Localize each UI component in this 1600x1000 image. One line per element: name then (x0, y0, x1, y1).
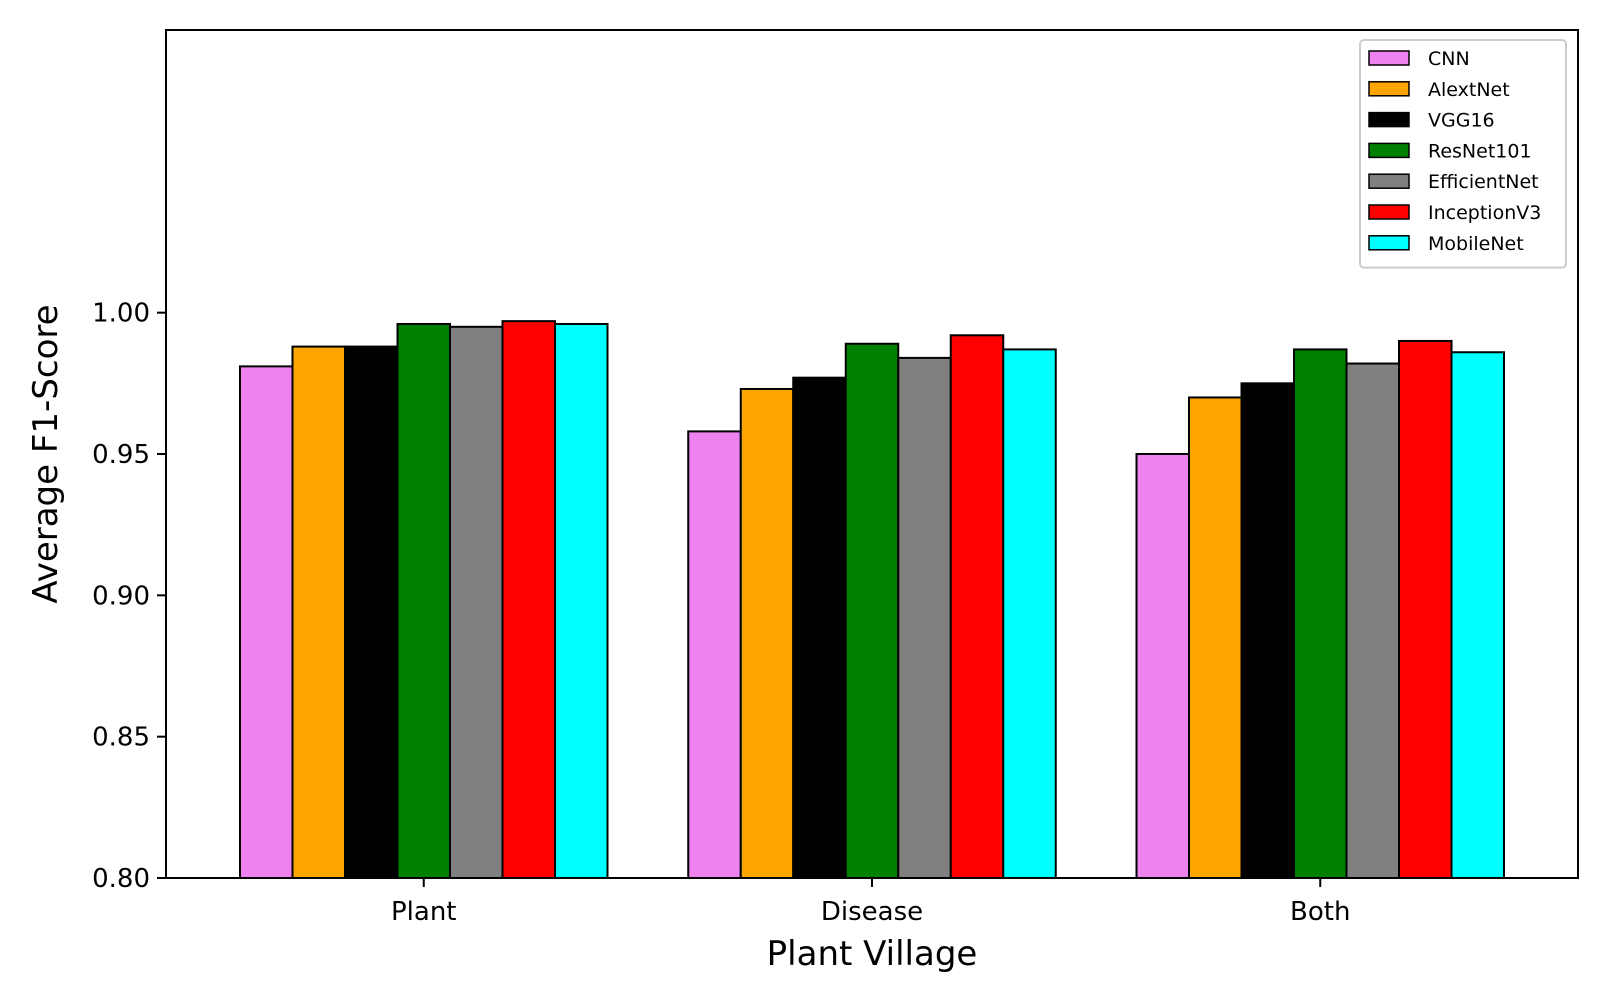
legend-swatch-resnet101 (1368, 142, 1410, 159)
bar-inceptionv3-plant (501, 320, 556, 879)
y-tick-label: 0.90 (92, 581, 150, 611)
bar-alextnet-both (1188, 396, 1243, 879)
bar-vgg16-plant (343, 345, 399, 879)
bar-resnet101-disease (844, 342, 900, 879)
bar-cnn-disease (687, 430, 742, 879)
bar-inceptionv3-both (1398, 339, 1453, 879)
x-axis: Plant Disease Both (391, 878, 1350, 927)
bar-alextnet-disease (739, 387, 795, 879)
x-tick-label: Plant (391, 897, 457, 927)
bar-mobilenet-plant (553, 322, 609, 879)
legend-label-mobilenet: MobileNet (1428, 233, 1524, 255)
bar-efficientnet-plant (448, 325, 504, 879)
bar-efficientnet-both (1345, 362, 1401, 879)
bar-inceptionv3-disease (949, 334, 1005, 879)
legend-label-inceptionv3: InceptionV3 (1428, 202, 1541, 224)
legend-swatch-mobilenet (1368, 235, 1410, 251)
x-axis-title: Plant Village (767, 934, 978, 974)
bar-alextnet-plant (291, 345, 346, 879)
y-axis-title: Average F1-Score (26, 304, 66, 603)
legend-swatch-inceptionv3 (1368, 204, 1410, 220)
y-tick-label: 0.85 (92, 723, 150, 753)
legend-label-alextnet: AlextNet (1428, 79, 1510, 101)
bar-efficientnet-disease (897, 356, 952, 880)
legend-swatch-vgg16 (1368, 111, 1410, 128)
bar-mobilenet-disease (1002, 348, 1057, 879)
legend-label-resnet101: ResNet101 (1428, 140, 1532, 162)
legend-swatch-alextnet (1368, 81, 1410, 97)
y-tick-label: 1.00 (92, 299, 150, 329)
bar-vgg16-disease (792, 376, 847, 879)
y-axis: 0.80 0.85 0.90 0.95 1.00 (92, 299, 166, 894)
legend-swatch-efficientnet (1368, 173, 1410, 189)
x-tick-label: Disease (821, 897, 923, 927)
legend-swatch-cnn (1368, 50, 1410, 66)
bar-mobilenet-both (1450, 351, 1506, 879)
legend-label-cnn: CNN (1428, 48, 1470, 70)
legend-frame (1359, 39, 1567, 269)
legend: CNN AlextNet VGG16 ResNet101 EfficientNet Inc… (1359, 39, 1567, 269)
bar-cnn-both (1135, 453, 1191, 879)
bar-vgg16-both (1240, 382, 1296, 879)
bars-group (238, 320, 1506, 880)
y-tick-label: 0.80 (92, 864, 150, 894)
bar-resnet101-plant (396, 322, 451, 879)
bar-cnn-plant (238, 365, 294, 879)
y-tick-label: 0.95 (92, 440, 150, 470)
x-tick-label: Both (1290, 897, 1350, 927)
bar-resnet101-both (1293, 348, 1348, 879)
legend-label-vgg16: VGG16 (1428, 110, 1495, 132)
legend-label-efficientnet: EfficientNet (1428, 171, 1539, 193)
